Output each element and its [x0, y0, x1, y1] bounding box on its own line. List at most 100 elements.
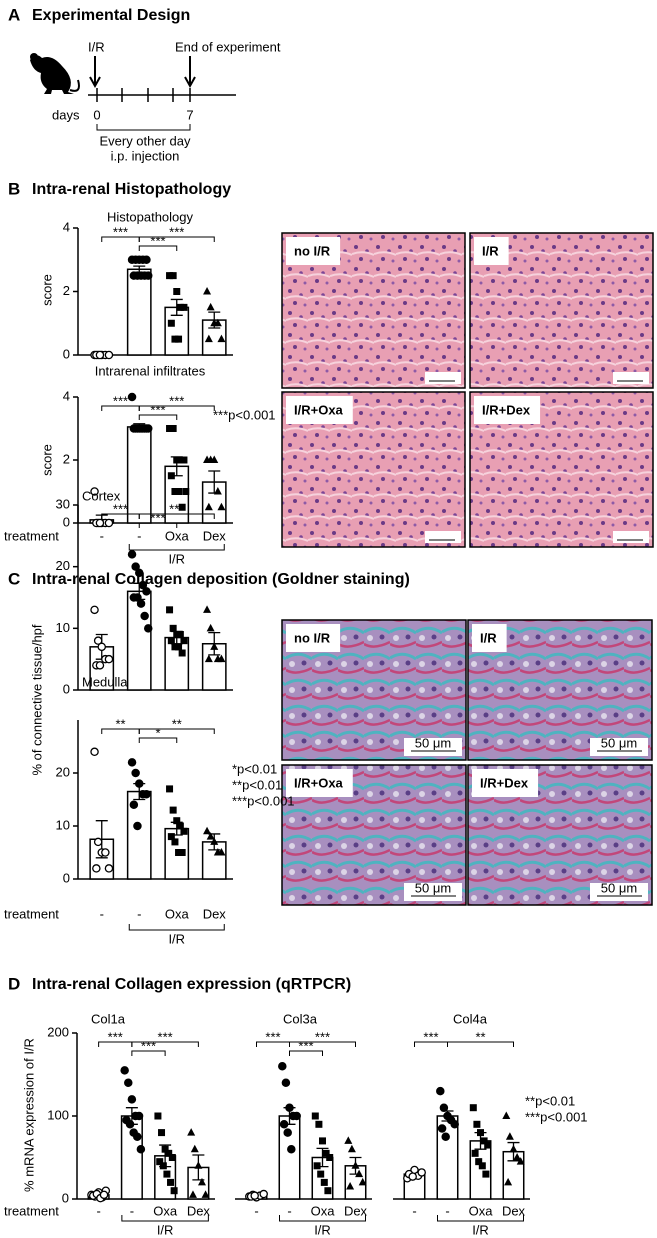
start-label: I/R — [88, 39, 105, 54]
data-point — [178, 649, 186, 657]
data-point — [408, 1172, 417, 1181]
data-point — [140, 611, 149, 621]
data-point — [127, 550, 137, 559]
note: i.p. injection — [111, 148, 180, 163]
significance-bracket — [131, 1050, 166, 1056]
y-tick-label: 0 — [62, 1190, 69, 1205]
image-label: no I/R — [294, 243, 331, 258]
y-tick-label: 2 — [63, 283, 70, 298]
data-point — [127, 1095, 137, 1104]
label-box — [472, 624, 507, 652]
data-point — [168, 1154, 176, 1161]
scale-bar-box — [613, 531, 649, 543]
x-tick-label: - — [100, 528, 104, 543]
data-point — [182, 488, 190, 495]
data-point — [217, 848, 226, 856]
significance-bracket — [138, 245, 178, 251]
data-point — [120, 1066, 129, 1075]
data-point — [171, 335, 179, 343]
significance-label: ** — [475, 1029, 485, 1044]
group-label: I/R — [168, 931, 185, 946]
label-box — [286, 624, 341, 652]
significance-label: ** — [115, 716, 125, 731]
data-point — [92, 864, 101, 873]
x-tick-label: Oxa — [165, 906, 190, 921]
x-tick-label: Oxa — [311, 1203, 336, 1218]
x-tick-label: - — [96, 1203, 100, 1218]
x-tick-label: Dex — [344, 1203, 368, 1218]
bar — [278, 1115, 301, 1200]
data-point — [441, 1132, 450, 1142]
y-tick-label: 20 — [56, 558, 70, 573]
scale-bar-box — [425, 372, 461, 384]
data-point — [176, 303, 184, 311]
significance-label: *** — [141, 1038, 156, 1053]
scale-bar-label: 50 μm — [601, 880, 637, 895]
data-point — [203, 287, 212, 295]
data-point — [166, 606, 174, 614]
data-point — [439, 1103, 449, 1112]
significance-label: *** — [169, 501, 184, 516]
data-point — [351, 1161, 360, 1169]
x-tick-label: - — [254, 1203, 258, 1218]
chart-title: Intrarenal infiltrates — [95, 363, 206, 378]
data-point — [504, 1177, 513, 1186]
y-axis-label: % of connective tissue/hpf — [29, 624, 44, 775]
data-point — [437, 1124, 447, 1133]
data-point — [484, 1141, 492, 1149]
significance-bracket — [447, 1041, 514, 1047]
data-point — [134, 568, 144, 578]
significance-label: *** — [265, 1029, 280, 1044]
data-point — [171, 488, 179, 495]
significance-label: ** — [172, 716, 182, 731]
data-point — [154, 1112, 162, 1120]
data-point — [317, 1170, 325, 1178]
data-point — [204, 334, 213, 343]
image-label: I/R — [482, 243, 499, 258]
data-point — [346, 1182, 355, 1190]
image-label: I/R+Dex — [480, 775, 529, 790]
data-point — [143, 271, 153, 280]
y-tick-label: 200 — [47, 1024, 69, 1039]
data-point — [170, 1187, 178, 1195]
data-point — [417, 1168, 426, 1177]
y-tick-label: 10 — [56, 817, 70, 832]
data-point — [217, 654, 226, 663]
data-point — [473, 1120, 481, 1128]
data-point — [95, 518, 105, 528]
x-tick-label: - — [137, 528, 141, 543]
significance-label: *** — [169, 224, 184, 239]
scale-bar-label: 50 μm — [415, 735, 451, 750]
significance-label: *** — [108, 1029, 123, 1044]
data-point — [143, 424, 153, 433]
y-tick-label: 4 — [63, 388, 70, 403]
data-point — [250, 1191, 259, 1200]
x-tick-label: Oxa — [165, 528, 190, 543]
significance-bracket — [131, 1041, 199, 1047]
data-point — [133, 593, 142, 602]
group-bracket — [121, 1215, 209, 1222]
significance-bracket — [289, 1041, 356, 1047]
annotation: ***p<0.001 — [232, 793, 295, 808]
x-axis-label: treatment — [4, 906, 59, 921]
data-point — [322, 1149, 330, 1157]
data-point — [166, 785, 174, 793]
data-point — [311, 1112, 319, 1120]
data-point — [101, 848, 110, 857]
data-point — [197, 1177, 206, 1186]
data-point — [178, 849, 186, 856]
data-point — [344, 1136, 353, 1144]
data-point — [505, 1132, 514, 1140]
data-point — [502, 1111, 511, 1119]
image-label: no I/R — [294, 630, 331, 645]
data-point — [217, 502, 226, 511]
error-bar — [170, 298, 183, 316]
arrow — [89, 56, 101, 89]
scale-bar-label: 50 μm — [601, 735, 637, 750]
annotation: **p<0.01 — [232, 777, 282, 792]
data-point — [167, 1178, 175, 1186]
data-point — [90, 605, 99, 615]
data-point — [173, 817, 181, 825]
data-point — [206, 302, 215, 311]
data-point — [292, 1111, 301, 1121]
